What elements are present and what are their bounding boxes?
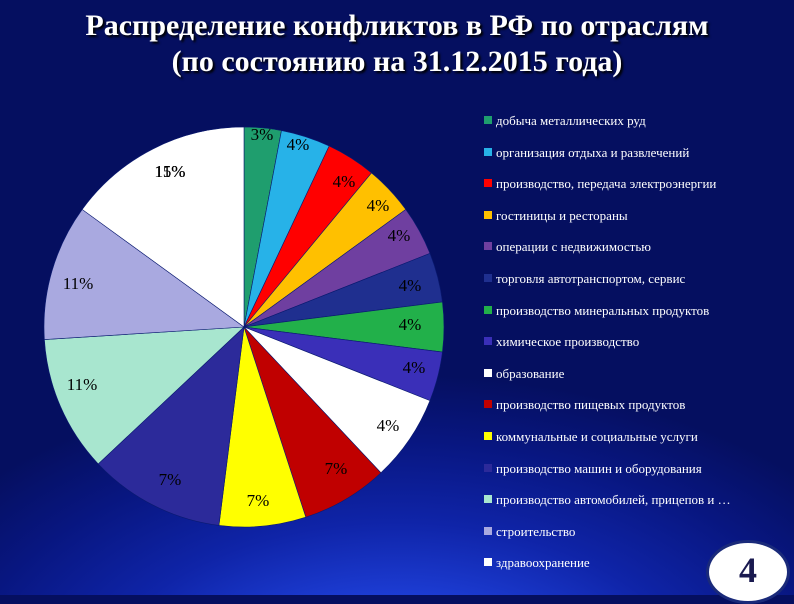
legend-label: здравоохранение [496,555,590,571]
legend-item: производство машин и оборудования [484,460,702,478]
legend-swatch [484,368,492,377]
legend-label: добыча металлических руд [496,113,646,128]
page-title: Распределение конфликтов в РФ по отрасля… [0,8,794,80]
slice-label-12: 7% [159,470,182,489]
legend-swatch [484,147,492,156]
legend-item: производство пищевых продуктов [484,396,685,414]
legend-item: коммунальные и социальные услуги [484,428,698,446]
page-number-badge: 4 [706,540,790,604]
slice-label-4: 4% [367,196,390,215]
slice-label-9: 4% [377,416,400,435]
legend-swatch [484,337,492,346]
pie-slice-13 [44,326,245,465]
legend-swatch [484,116,492,124]
slice-label-10: 7% [325,459,348,478]
legend-item: производство автомобилей, прицепов и … [484,491,731,509]
legend-label: образование [496,365,565,381]
slice-label-11: 7% [247,491,270,510]
slice-label-6: 4% [399,276,422,295]
legend-swatch [484,400,492,409]
legend-swatch [484,179,492,188]
pie-slice-14 [43,209,245,340]
slice-label-8: 4% [403,358,426,377]
slice-label-extra: 15% [154,162,185,181]
slice-label-14: 11% [63,274,94,293]
legend-item: добыча металлических руд [484,112,646,130]
title-line-2: (по состоянию на 31.12.2015 года) [171,45,623,78]
legend-item: химическое производство [484,333,639,351]
slice-label-1: 3% [251,125,274,144]
slice-label-7: 4% [399,315,422,334]
legend-label: торговля автотранспортом, сервис [496,271,686,286]
legend-label: химическое производство [496,334,640,350]
slice-label-3: 4% [333,172,356,191]
legend-item: операции с недвижимостью [484,238,651,256]
slice-label-2: 4% [287,135,310,154]
legend-swatch [484,210,492,219]
legend-label: производство автомобилей, прицепов и … [496,492,731,508]
legend-label: производство пищевых продуктов [496,397,686,413]
legend-label: строительство [496,523,576,539]
legend-item: образование [484,365,564,383]
pie-slice-12 [97,326,245,526]
legend-swatch [484,242,492,251]
page-number: 4 [739,550,757,590]
title-line-1: Распределение конфликтов в РФ по отрасля… [85,9,709,42]
legend-label: организация отдыха и развлечений [496,144,690,160]
slice-label-13: 11% [67,375,98,394]
slice-label-15: 11% [155,162,186,181]
legend-swatch [484,305,492,314]
legend-label: производство, передача электроэнергии [496,176,717,192]
legend-item: организация отдыха и развлечений [484,144,689,162]
legend-item: производство минеральных продуктов [484,302,709,320]
legend-label: производство минеральных продуктов [496,302,710,318]
legend-item: гостиницы и рестораны [484,207,628,225]
pie-slice-15 [81,126,245,328]
legend-label: производство машин и оборудования [496,460,702,476]
legend-label: операции с недвижимостью [496,239,651,255]
legend-swatch [484,495,492,504]
legend-item: здравоохранение [484,554,590,572]
legend-item: производство, передача электроэнергии [484,175,716,193]
legend-item: строительство [484,523,575,541]
slice-label-5: 4% [388,226,411,245]
legend-swatch [484,274,492,282]
legend-label: коммунальные и социальные услуги [496,429,698,444]
legend-swatch [484,526,492,535]
legend-swatch [484,463,492,472]
legend-label: гостиницы и рестораны [496,207,628,223]
legend-item: торговля автотранспортом, сервис [484,270,685,288]
legend-swatch [484,558,492,567]
legend-swatch [484,432,492,440]
